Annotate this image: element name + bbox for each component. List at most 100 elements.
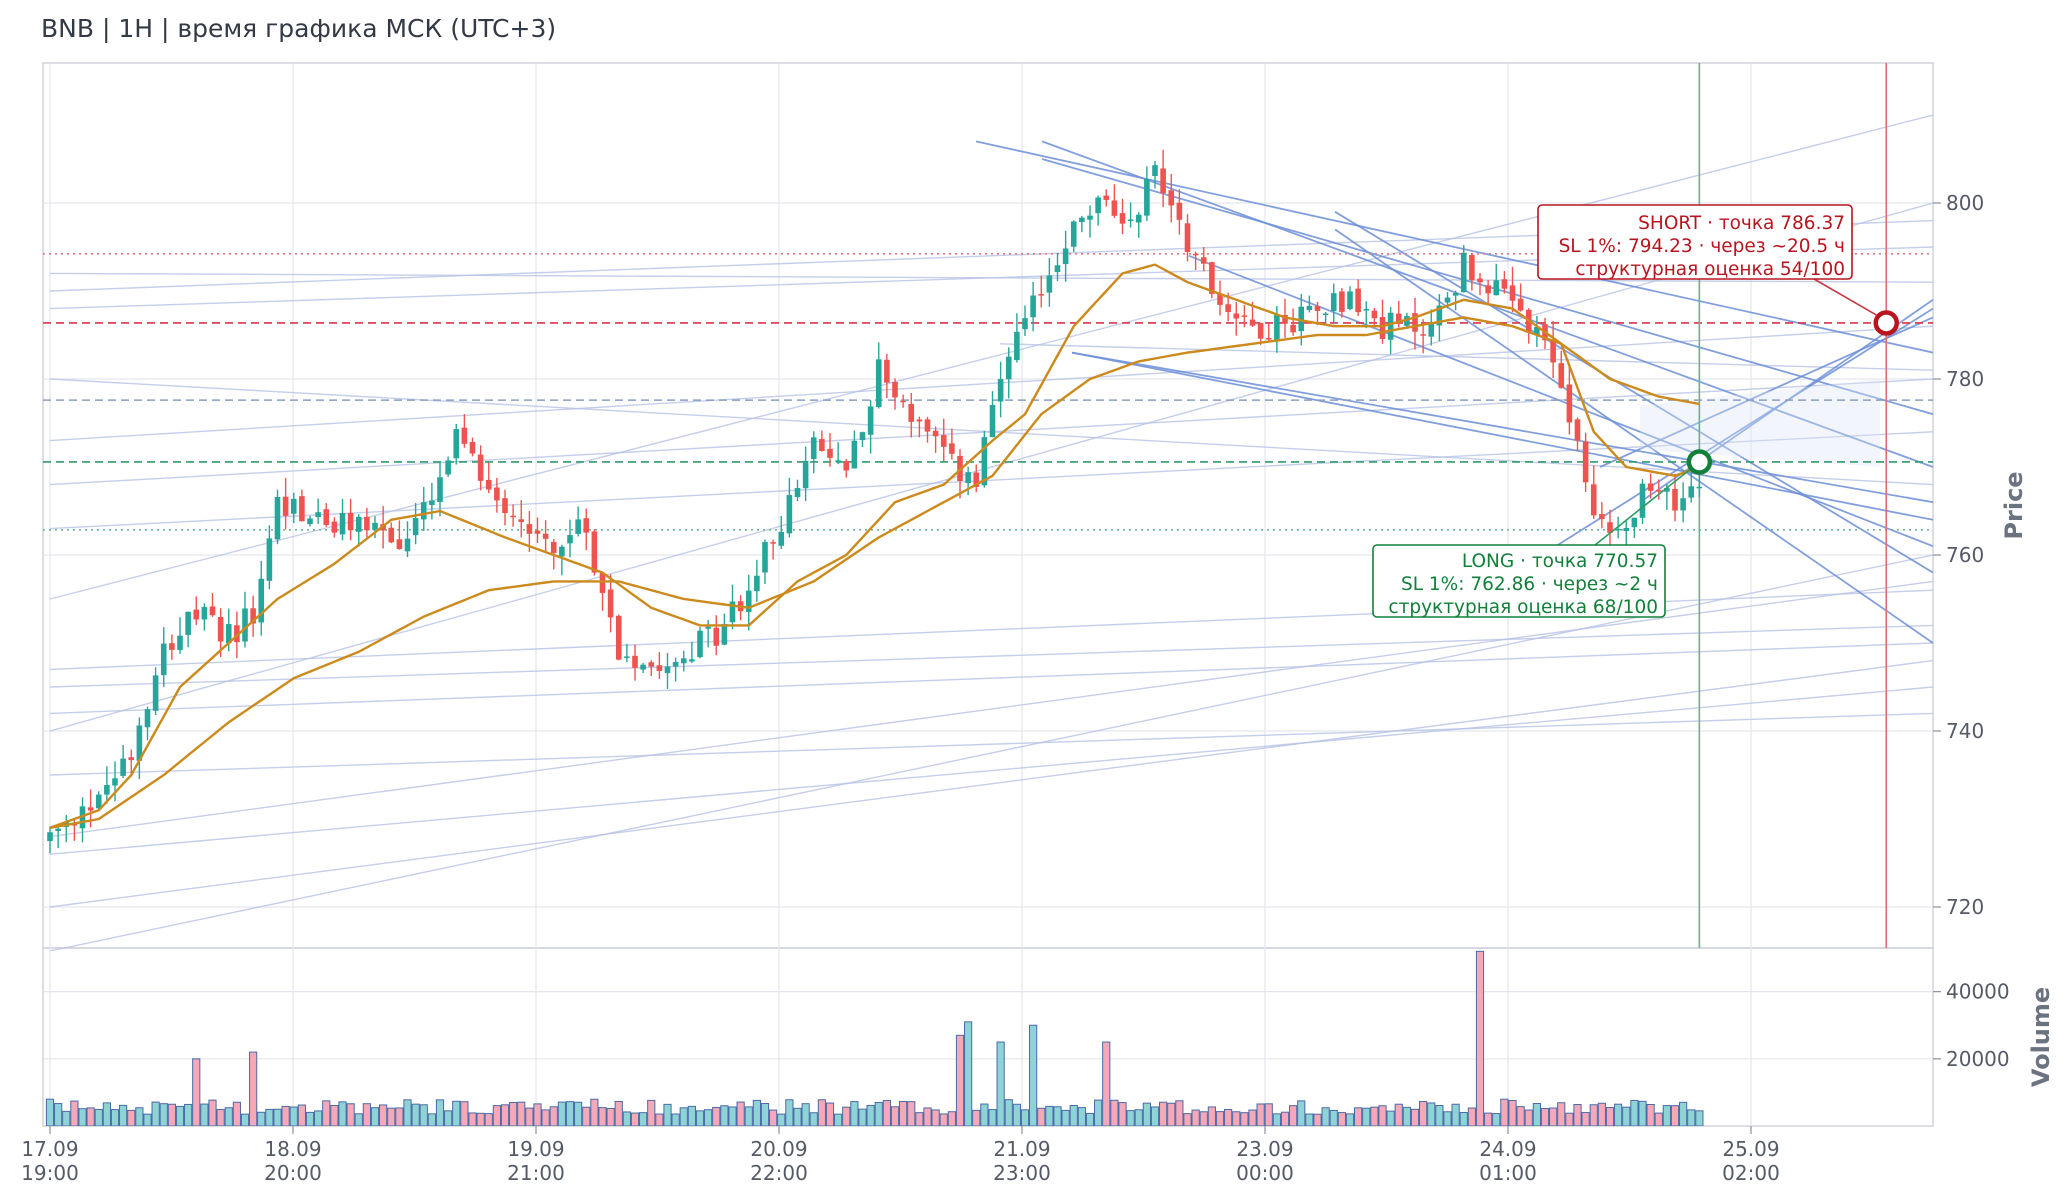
volume-bar — [151, 1101, 160, 1126]
candle-body — [225, 624, 232, 644]
volume-bar — [1630, 1099, 1639, 1126]
candle-body — [364, 516, 370, 531]
trendline — [1071, 351, 1933, 521]
volume-bar — [1167, 1102, 1176, 1126]
volume-bar — [1077, 1107, 1086, 1126]
volume-bar — [606, 1108, 615, 1126]
volume-bar — [1215, 1111, 1225, 1126]
x-tick-date: 23.09 — [1236, 1137, 1293, 1161]
candle-body — [778, 531, 785, 546]
volume-bar — [915, 1112, 924, 1126]
candle-body — [1477, 278, 1483, 283]
candle-body — [754, 575, 760, 592]
volume-bar — [1240, 1112, 1249, 1126]
candle-body — [664, 666, 671, 674]
candle-body — [1395, 313, 1402, 324]
volume-bar — [744, 1106, 753, 1126]
volume-bar — [972, 1109, 981, 1126]
volume-bar — [809, 1112, 818, 1126]
volume-bar — [1378, 1105, 1387, 1126]
candle-body — [656, 665, 663, 671]
support-resistance-line — [49, 580, 1933, 838]
candle-body — [875, 359, 882, 408]
volume-bar — [525, 1107, 534, 1126]
volume-bar — [850, 1101, 859, 1126]
volume-bar — [1475, 950, 1485, 1126]
volume-bar — [574, 1101, 583, 1126]
candles — [47, 149, 1703, 854]
candle-body — [128, 757, 135, 761]
x-tick-date: 25.09 — [1722, 1137, 1779, 1161]
volume-bar — [858, 1108, 867, 1126]
candle-body — [762, 541, 768, 573]
candle-body — [559, 546, 565, 557]
candle-body — [924, 419, 931, 432]
candle-body — [1022, 318, 1028, 330]
volume-bars — [45, 950, 1704, 1126]
x-tick-time: 20:00 — [264, 1161, 322, 1185]
volume-bar — [322, 1100, 331, 1126]
volume-bar — [1679, 1101, 1688, 1126]
candle-body — [1639, 483, 1646, 518]
candle-body — [721, 623, 728, 645]
moving-averages — [49, 263, 1700, 829]
x-tick-date: 17.09 — [21, 1137, 78, 1161]
volume-bar — [86, 1107, 95, 1126]
short-entry-marker — [1873, 310, 1899, 336]
candle-body — [1087, 215, 1093, 220]
candle-body — [1339, 291, 1345, 312]
candle-body — [989, 404, 996, 438]
candle-body — [437, 477, 443, 503]
volume-bar — [1159, 1101, 1168, 1126]
volume-bar — [403, 1099, 412, 1126]
support-resistance-line — [49, 659, 1933, 908]
volume-bar — [1094, 1099, 1103, 1126]
volume-bar — [817, 1099, 826, 1126]
ema-slow-line — [49, 316, 1700, 829]
candle-body — [1501, 279, 1508, 289]
volume-bar — [500, 1104, 510, 1126]
candle-body — [453, 429, 460, 459]
trendline — [975, 140, 1933, 354]
volume-bar — [988, 1109, 997, 1126]
candle-body — [299, 496, 305, 522]
x-tick-date: 20.09 — [750, 1137, 807, 1161]
candle-body — [1655, 490, 1662, 492]
volume-bar — [890, 1106, 900, 1126]
candle-body — [1306, 305, 1313, 311]
candle-body — [323, 509, 330, 526]
candle-body — [160, 643, 167, 676]
volume-bar — [1362, 1107, 1371, 1126]
candle-body — [672, 661, 679, 667]
volume-bar — [1345, 1113, 1355, 1126]
volume-bar — [655, 1113, 664, 1126]
candle-body — [258, 578, 265, 623]
volume-bar — [314, 1110, 323, 1126]
short-annotation-box — [1537, 204, 1853, 280]
volume-bar — [1354, 1107, 1363, 1126]
candle-body — [266, 538, 273, 581]
volume-bar — [45, 1098, 55, 1126]
volume-bar — [1232, 1111, 1241, 1126]
candle-body — [689, 659, 695, 662]
x-tick-time: 21:00 — [507, 1161, 565, 1185]
price-tick-label: 720 — [1946, 895, 1984, 919]
volume-bar — [1142, 1102, 1151, 1126]
volume-bar — [216, 1109, 225, 1126]
candle-body — [591, 531, 598, 573]
candle-body — [940, 435, 947, 447]
volume-bar — [1492, 1113, 1501, 1126]
volume-bar — [663, 1103, 672, 1126]
volume-bar — [1085, 1112, 1095, 1126]
candle-body — [290, 498, 297, 514]
support-resistance-line — [49, 686, 1933, 855]
volume-bar — [1289, 1105, 1298, 1126]
volume-bar — [395, 1107, 404, 1126]
long-annotation-box — [1372, 544, 1666, 618]
volume-bar — [78, 1108, 87, 1126]
volume-bar — [980, 1103, 989, 1126]
volume-bar — [289, 1106, 298, 1126]
